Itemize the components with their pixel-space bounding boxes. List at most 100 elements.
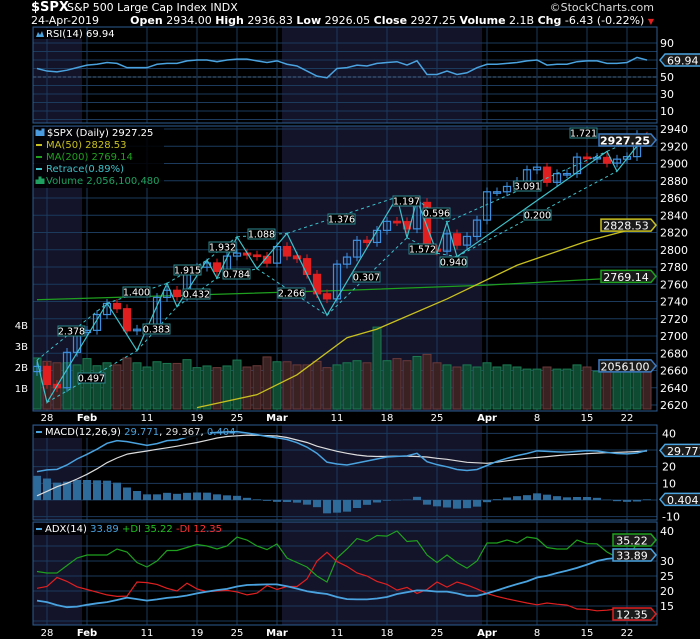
price-value-tag: 2927.25 [600, 134, 650, 147]
macd-histogram-bar [213, 494, 221, 500]
macd-histogram-bar [643, 499, 651, 500]
change-value: -6.43 (-0.22%) [564, 14, 645, 27]
volume-bar [162, 362, 172, 410]
ma50-legend-swatch [36, 144, 42, 146]
legend-background [34, 426, 210, 438]
x-tick-label: Mar [266, 628, 288, 639]
chart-header: $SPX S&P 500 Large Cap Index INDX ©Stock… [0, 0, 700, 27]
macd-histogram-bar [533, 493, 541, 500]
change-label: Chg [537, 14, 562, 27]
retrace-label-box [277, 287, 306, 299]
price-tick-label: 2920 [660, 140, 688, 153]
x-tick-label: 15 [581, 628, 594, 639]
volume-bar [432, 362, 442, 410]
price-tick-label: 2800 [660, 244, 688, 257]
volume-bar [582, 366, 592, 410]
retrace-label: 1.088 [248, 230, 275, 241]
macd-hist-value-tag: 0.404 [667, 494, 699, 507]
candle-legend-icon [35, 128, 45, 136]
candle-body [292, 255, 302, 260]
x-tick-label: Feb [77, 413, 97, 424]
macd-histogram-bar [303, 500, 311, 505]
x-tick-label: 28 [41, 413, 54, 424]
retrace-label-box [77, 372, 106, 384]
macd-histogram-bar [453, 500, 461, 509]
candle-body [132, 328, 142, 332]
volume-bar [262, 356, 272, 410]
candle-body [302, 258, 312, 275]
retrace-label: 0.596 [423, 209, 450, 220]
volume-bar [392, 358, 402, 410]
retrace-channel-line [286, 196, 398, 234]
month-shade-jan [33, 522, 82, 625]
retrace-label: 0.200 [524, 211, 551, 222]
month-shade-mar [282, 27, 482, 123]
volume-bar [462, 364, 472, 410]
volume-bar [472, 366, 482, 410]
rsi-legend-icon [36, 31, 44, 37]
retrace-label: 1.721 [570, 129, 597, 140]
macd-histogram-bar [503, 497, 511, 500]
candle-body [462, 235, 472, 246]
x-tick-label: 25 [231, 413, 244, 424]
candle-body [542, 166, 552, 183]
x-tick-label: 22 [621, 628, 634, 639]
retrace-label: 0.940 [440, 258, 467, 269]
candle-body [252, 254, 262, 258]
x-tick-label: 11 [331, 628, 344, 639]
minus-di-value-tag-box [612, 607, 657, 621]
adx-legend-minus-di: -DI 12.35 [176, 524, 222, 535]
macd-histogram-bar [443, 500, 451, 508]
minus-di-line [36, 551, 648, 616]
retrace-label-box [142, 323, 171, 335]
macd-histogram-bar [93, 480, 101, 500]
retrace-legend: Retrace(0.89%) [46, 164, 124, 175]
retrace-label-box [222, 268, 251, 280]
retrace-label: 0.497 [78, 374, 105, 385]
rsi-line [36, 56, 648, 79]
x-tick-label: 11 [141, 628, 154, 639]
volume-bar [122, 357, 132, 410]
price-tick-label: 2640 [660, 382, 688, 395]
volume-bar [502, 364, 512, 410]
quote-date: 24-Apr-2019 [31, 14, 100, 27]
macd-histogram-bar [103, 480, 111, 500]
volume-bar [202, 365, 212, 410]
copyright[interactable]: ©StockCharts.com [549, 1, 654, 14]
volume-label: Volume [459, 14, 506, 27]
plus-di-value-tag: 35.22 [616, 535, 648, 548]
macd-histogram-bar [33, 475, 41, 500]
volume-bar [592, 370, 602, 410]
macd-histogram-bar [143, 494, 151, 500]
candle-body [362, 239, 372, 244]
volume-bar [322, 367, 332, 410]
open-label: Open [130, 14, 163, 27]
macd-legend-hist: 0.404 [207, 427, 236, 438]
adx-legend-name: ADX(14) [45, 524, 87, 535]
retrace-label: 0.383 [143, 325, 170, 336]
retrace-label: 2.266 [278, 289, 305, 300]
retrace-channel-line [136, 306, 178, 351]
adx-value-tag: 33.89 [616, 550, 648, 563]
retrace-label-box [327, 213, 356, 225]
candle-body [282, 245, 292, 257]
volume-bar [82, 358, 92, 410]
macd-histogram-bar [463, 500, 471, 509]
retrace-label: 1.197 [393, 197, 420, 208]
candle-body [92, 313, 102, 331]
retrace-channel-line [446, 150, 608, 223]
x-tick-label: 18 [381, 628, 394, 639]
macd-histogram-bar [343, 500, 351, 512]
volume-bar [172, 362, 182, 410]
volume-bar [292, 364, 302, 410]
macd-histogram-bar [323, 500, 331, 514]
x-tick-label: Feb [77, 628, 97, 639]
x-tick-label: 28 [41, 628, 54, 639]
rsi-tick-label: 10 [660, 105, 674, 118]
volume-bar [412, 356, 422, 410]
volume-bar [452, 366, 462, 410]
candle-body [352, 239, 362, 258]
macd-histogram-bar [223, 495, 231, 500]
macd-tick-label: 40 [662, 427, 676, 440]
